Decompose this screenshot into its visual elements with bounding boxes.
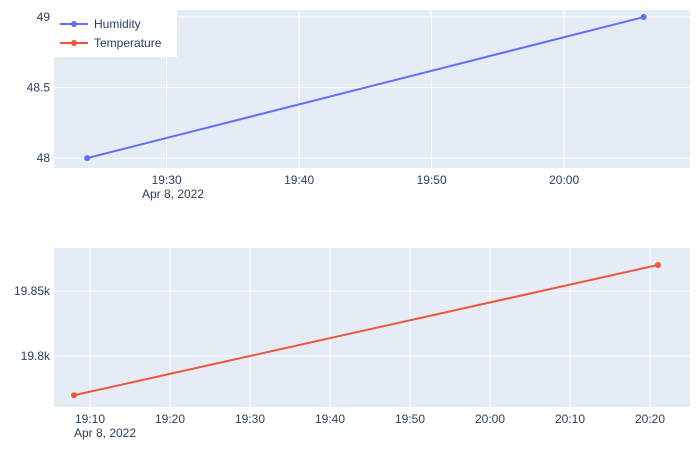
data-point-temperature — [71, 392, 77, 399]
x-tick-label: 19:40 — [315, 412, 345, 426]
legend-label-temperature: Temperature — [94, 36, 162, 50]
x-tick-label: 20:00 — [475, 412, 505, 426]
data-point-humidity — [640, 14, 647, 21]
x-tick-label: 19:30 — [152, 173, 182, 187]
legend-box — [54, 10, 177, 57]
legend-swatch-marker — [71, 40, 77, 46]
legend-label-humidity: Humidity — [94, 17, 141, 31]
x-tick-label: 19:20 — [155, 412, 185, 426]
series-line-humidity — [86, 16, 644, 160]
y-tick-label: 49 — [37, 10, 51, 24]
y-tick-label: 48 — [37, 151, 51, 165]
legend-swatch-marker — [71, 21, 77, 27]
x-tick-label: 20:10 — [555, 412, 585, 426]
data-point-humidity — [84, 155, 91, 162]
x-tick-label: 20:20 — [635, 412, 665, 426]
x-tick-label: 19:50 — [395, 412, 425, 426]
y-tick-label: 19.8k — [21, 349, 51, 363]
chart-panel-2: 19:10 19:20 19:30 19:40 19:50 20:00 20:10 20:20… — [14, 248, 690, 440]
x-tick-label: 19:40 — [284, 173, 314, 187]
legend: Humidity Temperature — [54, 10, 177, 57]
series-line-temperature — [73, 263, 659, 397]
y-tick-label: 19.85k — [14, 284, 51, 298]
data-point-temperature — [655, 261, 661, 268]
x-date-label: Apr 8, 2022 — [74, 426, 136, 440]
x-tick-label: 19:30 — [235, 412, 265, 426]
plot-background — [54, 248, 690, 407]
y-tick-label: 48.5 — [27, 81, 51, 95]
x-tick-label: 19:10 — [75, 412, 105, 426]
x-date-label: Apr 8, 2022 — [142, 187, 204, 201]
x-tick-label: 20:00 — [549, 173, 579, 187]
x-tick-label: 19:50 — [417, 173, 447, 187]
